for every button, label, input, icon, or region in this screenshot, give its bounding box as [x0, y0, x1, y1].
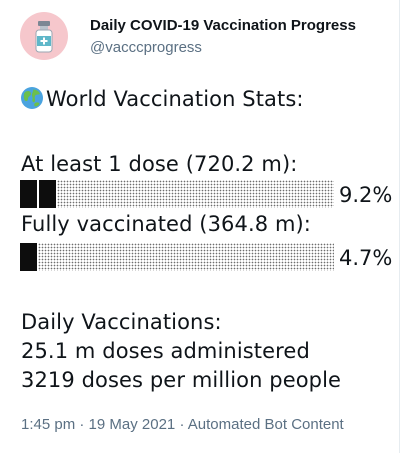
heading: World Vaccination Stats:	[46, 87, 304, 111]
first-dose-progress-bar	[20, 180, 334, 208]
fully-vaccinated-bar-remaining	[38, 243, 334, 271]
fully-vaccinated-label: Fully vaccinated (364.8 m):	[21, 212, 311, 236]
first-dose-label: At least 1 dose (720.2 m):	[21, 152, 298, 176]
vaccine-bottle-icon	[35, 21, 53, 53]
globe-icon	[21, 87, 43, 109]
tweet-time[interactable]: 1:45 pm	[21, 416, 76, 433]
tweet-metadata: 1:45 pm · 19 May 2021 · Automated Bot Co…	[21, 416, 344, 433]
first-dose-bar-remaining	[57, 180, 334, 208]
bar-block	[20, 180, 37, 208]
first-dose-bar-fill	[20, 180, 56, 208]
avatar[interactable]	[20, 12, 68, 60]
automated-label[interactable]: Automated Bot Content	[187, 416, 344, 433]
fully-vaccinated-percent: 4.7%	[339, 246, 393, 270]
separator: ·	[175, 416, 188, 433]
display-name[interactable]: Daily COVID-19 Vaccination Progress	[90, 17, 356, 34]
fully-vaccinated-progress-bar	[20, 243, 334, 271]
account-handle[interactable]: @vacccprogress	[90, 39, 202, 56]
separator: ·	[75, 416, 89, 433]
daily-doses: 25.1 m doses administered	[21, 339, 310, 363]
bar-block	[20, 243, 37, 271]
bar-block	[39, 180, 56, 208]
fully-vaccinated-bar-fill	[20, 243, 37, 271]
tweet-date[interactable]: 19 May 2021	[88, 416, 176, 433]
first-dose-percent: 9.2%	[339, 183, 393, 207]
daily-per-million: 3219 doses per million people	[21, 368, 342, 392]
daily-heading: Daily Vaccinations:	[21, 310, 222, 334]
